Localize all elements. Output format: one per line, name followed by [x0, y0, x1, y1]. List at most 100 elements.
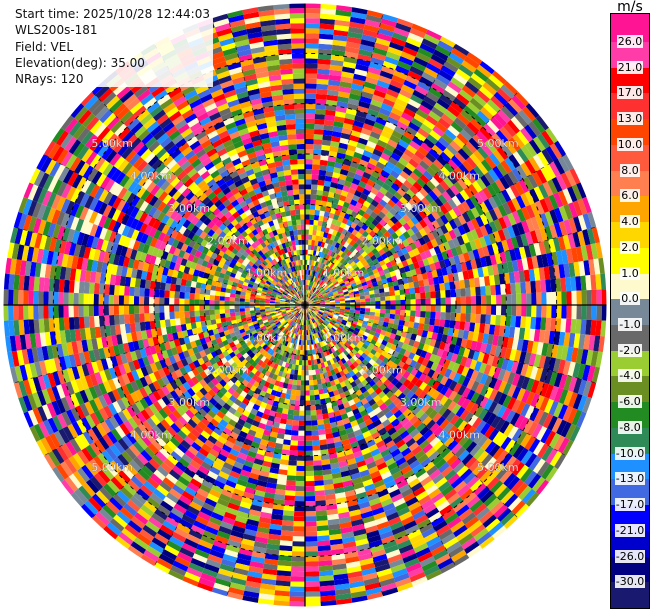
velocity-gate [328, 311, 335, 315]
velocity-gate [332, 39, 347, 47]
velocity-gate [330, 301, 336, 304]
velocity-gate [483, 103, 498, 117]
velocity-gate [484, 386, 494, 399]
velocity-gate [309, 306, 315, 309]
velocity-gate [386, 88, 400, 99]
velocity-gate [305, 154, 313, 160]
velocity-gate [530, 316, 537, 330]
velocity-gate [514, 181, 525, 196]
velocity-gate [400, 183, 410, 193]
velocity-gate [319, 28, 334, 35]
velocity-gate [493, 274, 501, 285]
velocity-gate [575, 348, 584, 364]
velocity-gate [455, 354, 463, 365]
velocity-gate [343, 291, 349, 295]
velocity-gate [461, 85, 476, 98]
velocity-gate [565, 318, 572, 333]
velocity-gate [410, 310, 416, 317]
velocity-gate [334, 116, 345, 123]
velocity-gate [481, 159, 493, 172]
velocity-gate [375, 244, 383, 252]
velocity-gate [568, 332, 576, 348]
velocity-gate [328, 295, 335, 299]
velocity-gate [503, 123, 517, 138]
velocity-gate [488, 365, 497, 378]
velocity-gate [305, 88, 317, 94]
velocity-gate [286, 480, 296, 486]
velocity-gate [418, 364, 427, 373]
velocity-gate [313, 214, 320, 221]
velocity-gate [443, 177, 454, 188]
velocity-gate [435, 44, 451, 57]
velocity-gate [444, 109, 457, 122]
velocity-gate [305, 566, 319, 572]
velocity-gate [582, 380, 592, 397]
velocity-gate [440, 166, 451, 177]
velocity-gate [524, 159, 536, 175]
velocity-gate [488, 388, 499, 401]
velocity-gate [560, 172, 572, 189]
velocity-gate [520, 316, 527, 329]
velocity-gate [504, 157, 517, 171]
velocity-gate [476, 177, 487, 190]
velocity-gate [311, 174, 319, 180]
velocity-gate [525, 102, 540, 119]
velocity-gate [403, 107, 416, 118]
velocity-gate [491, 242, 500, 255]
velocity-gate [576, 182, 587, 199]
velocity-gate [340, 132, 351, 140]
velocity-gate [556, 305, 562, 319]
velocity-gate [539, 397, 550, 412]
velocity-gate [357, 164, 367, 172]
velocity-gate [329, 297, 335, 300]
velocity-gate [335, 9, 352, 17]
velocity-gate [567, 186, 578, 203]
velocity-gate [464, 321, 471, 331]
velocity-gate [425, 291, 431, 299]
velocity-gate [502, 227, 511, 240]
velocity-gate [541, 292, 547, 305]
velocity-gate [400, 153, 412, 163]
velocity-gate [565, 423, 577, 440]
velocity-gate [561, 291, 567, 305]
velocity-gate [297, 445, 305, 451]
velocity-gate [384, 313, 391, 319]
velocity-gate [298, 415, 305, 421]
velocity-gate [319, 300, 325, 303]
velocity-gate [316, 230, 321, 237]
velocity-gate [407, 276, 414, 283]
velocity-gate [323, 311, 329, 314]
velocity-gate [458, 64, 474, 77]
velocity-gate [306, 295, 310, 301]
velocity-gate [314, 394, 320, 401]
velocity-gate [508, 137, 521, 152]
velocity-gate [451, 195, 462, 207]
velocity-gate [327, 155, 337, 163]
velocity-gate [505, 283, 512, 295]
velocity-gate [457, 225, 466, 236]
velocity-gate [334, 111, 346, 118]
velocity-gate [424, 337, 432, 346]
velocity-gate [440, 312, 446, 320]
velocity-gate [309, 300, 315, 304]
velocity-gate [312, 229, 317, 236]
velocity-gate [410, 346, 418, 355]
velocity-gate [429, 284, 436, 292]
velocity-gate [354, 293, 360, 298]
velocity-gate [315, 204, 321, 211]
velocity-gate [516, 293, 522, 305]
velocity-gate [325, 272, 331, 278]
velocity-gate [465, 296, 472, 305]
velocity-gate [493, 391, 503, 404]
velocity-gate [516, 338, 524, 351]
velocity-gate [569, 167, 581, 185]
velocity-gate [401, 260, 409, 268]
velocity-gate [511, 167, 523, 182]
velocity-gate [430, 53, 446, 66]
velocity-gate [490, 285, 496, 296]
velocity-gate [314, 119, 325, 125]
velocity-gate [335, 321, 341, 326]
velocity-gate [455, 68, 471, 81]
velocity-gate [477, 351, 485, 363]
velocity-gate [375, 161, 386, 170]
